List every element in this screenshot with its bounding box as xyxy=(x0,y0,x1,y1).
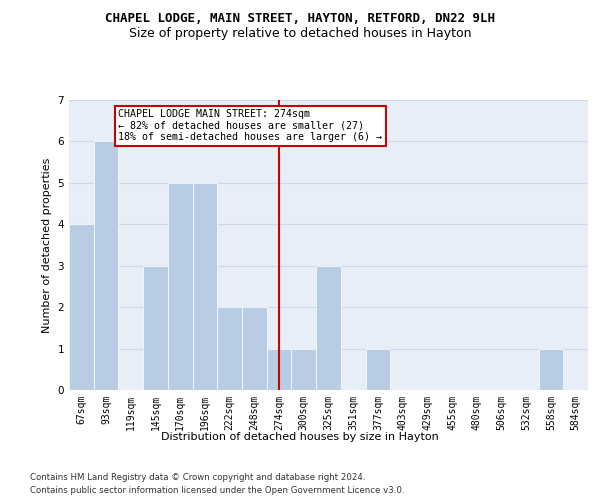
Bar xyxy=(365,348,390,390)
Bar xyxy=(94,142,118,390)
Bar xyxy=(168,183,193,390)
Bar xyxy=(316,266,341,390)
Y-axis label: Number of detached properties: Number of detached properties xyxy=(42,158,52,332)
Bar xyxy=(193,183,217,390)
Bar xyxy=(292,348,316,390)
Text: CHAPEL LODGE MAIN STREET: 274sqm
← 82% of detached houses are smaller (27)
18% o: CHAPEL LODGE MAIN STREET: 274sqm ← 82% o… xyxy=(118,109,382,142)
Text: Size of property relative to detached houses in Hayton: Size of property relative to detached ho… xyxy=(129,28,471,40)
Text: CHAPEL LODGE, MAIN STREET, HAYTON, RETFORD, DN22 9LH: CHAPEL LODGE, MAIN STREET, HAYTON, RETFO… xyxy=(105,12,495,26)
Bar xyxy=(69,224,94,390)
Bar xyxy=(267,348,292,390)
Bar xyxy=(217,307,242,390)
Text: Distribution of detached houses by size in Hayton: Distribution of detached houses by size … xyxy=(161,432,439,442)
Bar xyxy=(539,348,563,390)
Bar xyxy=(242,307,267,390)
Text: Contains HM Land Registry data © Crown copyright and database right 2024.: Contains HM Land Registry data © Crown c… xyxy=(30,472,365,482)
Text: Contains public sector information licensed under the Open Government Licence v3: Contains public sector information licen… xyxy=(30,486,404,495)
Bar xyxy=(143,266,168,390)
